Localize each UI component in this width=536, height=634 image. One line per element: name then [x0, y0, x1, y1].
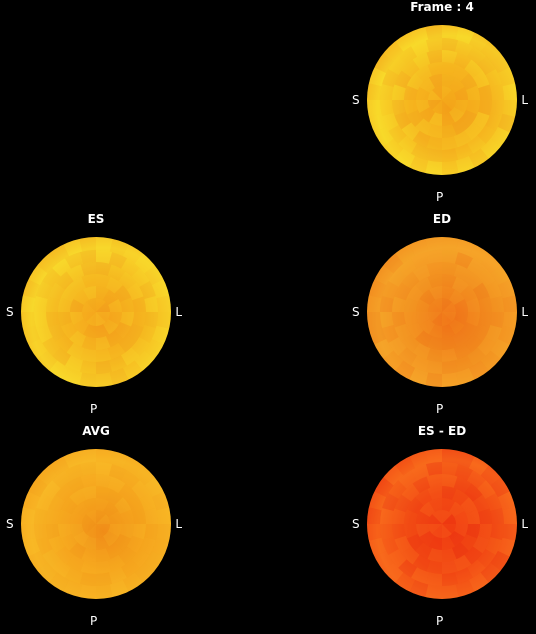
label-lateral: L [521, 517, 528, 531]
polar-disc [21, 237, 171, 387]
label-septal: S [352, 93, 360, 107]
label-septal: S [352, 305, 360, 319]
polar-map-es [21, 237, 171, 387]
label-posterior: P [436, 614, 444, 628]
panel-ed: ED S L P [352, 212, 532, 422]
label-posterior: P [90, 402, 98, 416]
label-lateral: L [521, 305, 528, 319]
label-posterior: P [436, 402, 444, 416]
polar-disc [367, 237, 517, 387]
panel-title-avg: AVG [82, 424, 110, 438]
panel-title-es-minus-ed: ES - ED [417, 424, 467, 438]
polar-disc [21, 449, 171, 599]
panel-title-es: ES [87, 212, 105, 226]
panel-frame: Frame : 4 S L P [352, 0, 532, 210]
panel-title-ed: ED [432, 212, 452, 226]
label-septal: S [6, 305, 14, 319]
panel-es-minus-ed: ES - ED S L P [352, 424, 532, 634]
label-posterior: P [436, 190, 444, 204]
polar-disc [367, 25, 517, 175]
panel-es: ES S L P [6, 212, 186, 422]
label-lateral: L [175, 517, 182, 531]
label-lateral: L [175, 305, 182, 319]
polar-map-frame [367, 25, 517, 175]
label-lateral: L [521, 93, 528, 107]
panel-title-frame: Frame : 4 [410, 0, 474, 14]
label-posterior: P [90, 614, 98, 628]
polar-map-ed [367, 237, 517, 387]
panel-avg: AVG S L P [6, 424, 186, 634]
label-septal: S [352, 517, 360, 531]
polar-map-avg [21, 449, 171, 599]
label-septal: S [6, 517, 14, 531]
polar-map-es-minus-ed [367, 449, 517, 599]
polar-disc [367, 449, 517, 599]
